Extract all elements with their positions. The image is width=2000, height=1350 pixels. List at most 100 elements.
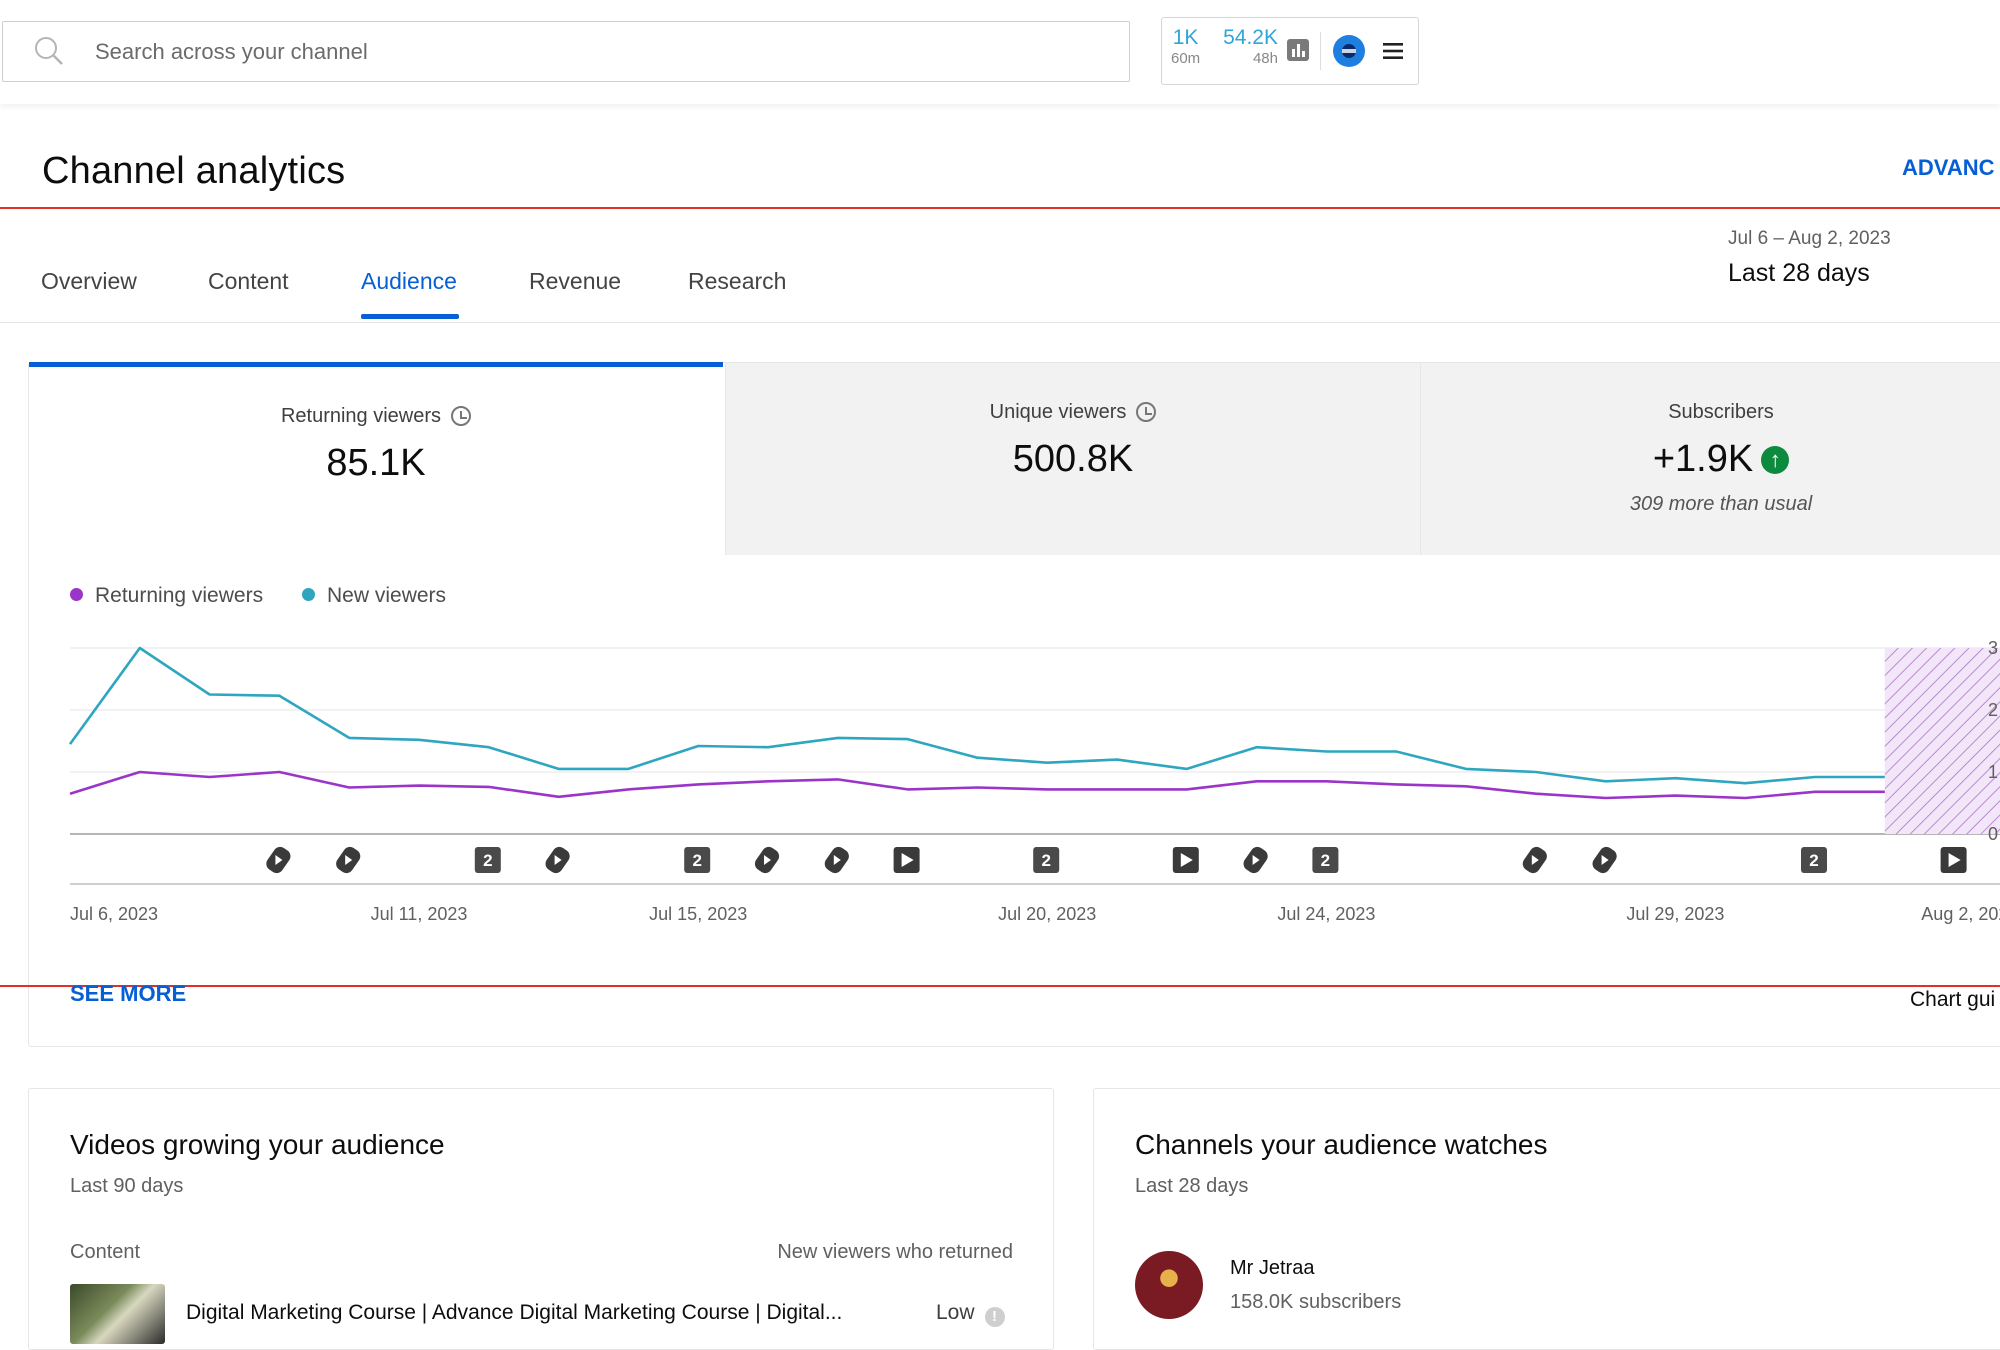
y-axis-labels: 3 2 1 0 [1988,638,1998,844]
incomplete-data-hatch [1884,648,2000,834]
card-subtitle: Last 28 days [1135,1175,1249,1197]
chart-guide-link[interactable]: Chart gui [1910,988,1996,1011]
x-tick-label: Jul 6, 2023 [70,904,158,924]
channel-name[interactable]: Mr Jetraa [1230,1257,1315,1279]
metric-returning-viewers[interactable]: Returning viewers 85.1K [29,362,723,559]
tab-revenue[interactable]: Revenue [529,268,622,294]
multiple-uploads-icon: 2 [684,847,711,873]
column-header-content: Content [70,1241,141,1263]
clock-icon [1136,402,1157,422]
tab-overview[interactable]: Overview [41,268,137,294]
x-tick-label: Jul 15, 2023 [649,904,747,924]
shorts-play [764,855,771,865]
multiple-uploads-icon: 2 [474,847,501,873]
shorts-play [833,855,841,865]
shorts-icon [336,846,361,874]
x-tick-label: Jul 24, 2023 [1277,904,1375,924]
y-tick-label: 3 [1988,638,1998,658]
tab-audience[interactable]: Audience [361,268,457,294]
column-header-metric: New viewers who returned [777,1241,1013,1263]
x-tick-label: Aug 2, 2023 [1921,904,2000,924]
marker-badge [474,847,501,873]
shorts-icon [824,846,849,874]
legend-returning-viewers[interactable]: Returning viewers [70,584,263,608]
shorts-icon [266,846,291,874]
y-tick-label: 1 [1988,762,1998,782]
x-tick-label: Jul 29, 2023 [1626,904,1724,924]
chart-grid [70,647,2000,885]
upload-markers: 2 2 2 2 2 [266,846,1967,874]
metric-label: Returning viewers [280,405,442,427]
multiple-uploads-icon: 2 [1312,847,1339,873]
metric-value: 85.1K [326,442,426,484]
extension-logo-icon[interactable] [1332,34,1366,68]
legend-dot [70,588,83,601]
realtime-value: 54.2K [1223,26,1278,49]
tab-content[interactable]: Content [208,268,289,294]
play-icon [1172,847,1199,873]
channels-audience-watches-card: Channels your audience watches Last 28 d… [1093,1088,2000,1350]
marker-badge [1801,847,1827,873]
bar-chart-icon[interactable] [1286,38,1310,62]
search-box[interactable] [2,21,1130,82]
shorts-play [345,855,353,865]
multiple-uploads-icon: 2 [1801,847,1827,873]
metric-unique-viewers[interactable]: Unique viewers 500.8K [725,363,1420,555]
returned-level: Low! [936,1301,1005,1327]
audience-chart-card: Returning viewers 85.1K Unique viewers 5… [28,362,2000,1047]
marker-count: 2 [1809,851,1818,870]
date-range[interactable]: Jul 6 – Aug 2, 2023 [1728,228,1891,249]
shorts-play [1531,855,1539,865]
play-triangle [1948,853,1961,867]
video-thumbnail[interactable] [70,1284,165,1344]
metric-value: +1.9K [1652,438,1754,480]
date-range-label[interactable]: Last 28 days [1728,259,1870,287]
play-icon [893,847,920,873]
shorts-play [1252,855,1260,865]
realtime-window: 60m [1171,50,1201,67]
page-title: Channel analytics [42,150,346,192]
shorts-icon [545,846,570,874]
metric-subscribers[interactable]: Subscribers +1.9K ↑ 309 more than usual [1420,363,2000,555]
advanced-mode-link[interactable]: ADVANC [1902,155,1995,180]
video-title[interactable]: Digital Marketing Course | Advance Digit… [186,1301,843,1324]
info-icon[interactable]: ! [984,1307,1005,1327]
see-more-link[interactable]: SEE MORE [70,981,187,1006]
card-subtitle: Last 90 days [70,1175,184,1197]
metric-note: 309 more than usual [1629,493,1813,515]
videos-growing-audience-card: Videos growing your audience Last 90 day… [28,1088,1054,1350]
card-title: Videos growing your audience [70,1129,445,1160]
series-line-returning-viewers [69,770,1885,800]
menu-icon[interactable] [1382,40,1404,62]
tab-research[interactable]: Research [688,268,787,294]
marker-badge [1033,847,1060,873]
y-tick-label: 0 [1988,824,1998,844]
metric-value: 500.8K [1012,438,1134,480]
shorts-play [1601,855,1609,865]
search-input[interactable] [95,22,1095,81]
metric-label: Unique viewers [989,401,1127,423]
x-tick-label: Jul 11, 2023 [371,904,468,924]
chart-series [68,646,1885,800]
x-axis-labels: Jul 6, 2023 Jul 11, 2023 Jul 15, 2023 Jul 2… [70,904,2000,924]
card-title: Channels your audience watches [1135,1129,1548,1160]
divider [1320,32,1321,70]
annotation-line [0,985,2000,987]
active-tab-indicator [361,314,459,319]
realtime-window: 48h [1252,50,1278,67]
shorts-icon [1243,846,1268,874]
level-label: Low [936,1301,975,1324]
realtime-widget[interactable]: 1K 60m 54.2K 48h [1161,17,1419,85]
realtime-value: 1K [1172,26,1199,49]
shorts-icon [1592,846,1617,874]
play-triangle [901,853,914,867]
series-line-new-viewers [68,646,1885,785]
channel-avatar[interactable] [1135,1251,1203,1319]
search-icon [35,37,63,65]
play-triangle [1180,853,1193,867]
legend-label: Returning viewers [95,584,264,607]
audience-line-chart[interactable]: 2 2 2 2 2 Jul 6, 2023 Jul 11, 2023 Jul 15, 202… [0,630,2000,930]
channel-subscribers: 158.0K subscribers [1230,1291,1402,1313]
play-icon [1940,847,1967,873]
legend-new-viewers[interactable]: New viewers [302,584,446,608]
